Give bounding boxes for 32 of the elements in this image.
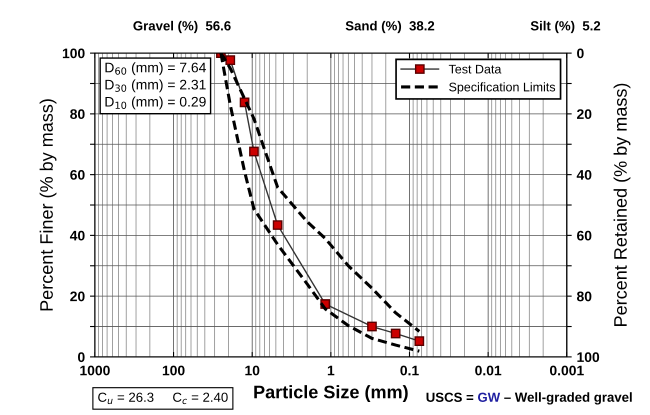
x-tick-label: 0.01 xyxy=(475,366,502,376)
x-tick-label: 1000 xyxy=(80,366,110,376)
x-tick-label: 1 xyxy=(328,366,334,376)
y-tick-label: 60 xyxy=(70,170,85,180)
y2-tick-label: 0 xyxy=(577,48,584,58)
y-tick-label: 40 xyxy=(70,230,85,241)
text: – Well-graded gravel xyxy=(504,392,632,405)
y2-tick-label: 40 xyxy=(576,170,592,180)
text: Silt (%) 5.2 xyxy=(530,20,600,34)
text: USCS = xyxy=(426,392,474,402)
y-axis-title: Percent Finer (% by mass) xyxy=(40,99,56,310)
y-tick-label: 0 xyxy=(78,352,85,362)
y-tick-label: 80 xyxy=(70,109,85,120)
x-tick-label: 10 xyxy=(245,366,260,376)
legend-label: Test Data xyxy=(448,64,502,74)
y2-tick-label: 80 xyxy=(576,291,592,302)
x-tick-label: 100 xyxy=(162,366,185,376)
x-tick-label: 0.001 xyxy=(550,366,584,376)
y2-tick-label: 100 xyxy=(577,352,600,362)
y2-tick-label: 20 xyxy=(577,109,592,120)
legend-label: Specification Limits xyxy=(449,82,556,94)
x-axis-title: Particle Size (mm) xyxy=(254,385,408,402)
x-tick-label: 0.1 xyxy=(400,366,419,376)
text: C$_{u}$ = 26.3 C$_{c}$ = 2.40 xyxy=(98,392,228,404)
text: GW xyxy=(478,392,500,402)
y2-axis-title: Percent Retained (% by mass) xyxy=(614,84,630,326)
y-tick-label: 100 xyxy=(62,48,85,58)
text: Sand (%) 38.2 xyxy=(346,20,434,34)
text: D$_{60}$ (mm) = 7.64 D$_{30}$ (mm) = 2.31 D$_{10}$ (mm) = 0.29 xyxy=(105,62,206,110)
y2-tick-label: 60 xyxy=(577,230,592,241)
text: Gravel (%) 56.6 xyxy=(133,20,231,34)
y-tick-label: 20 xyxy=(70,291,85,302)
